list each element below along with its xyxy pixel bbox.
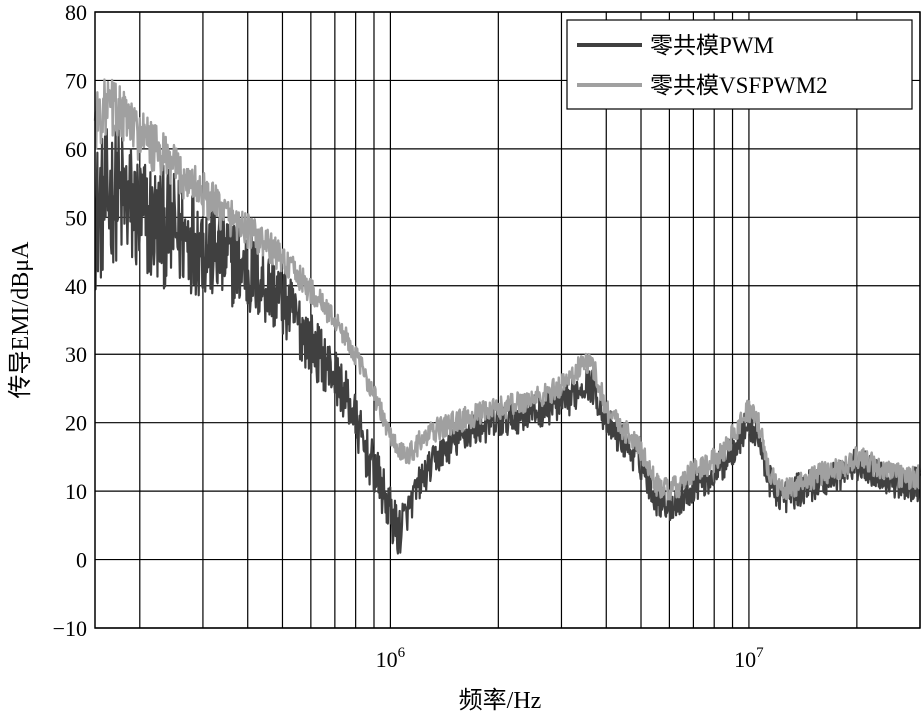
y-tick-label: 70 [65,68,87,93]
y-tick-label: 80 [65,0,87,25]
y-tick-label: 40 [65,274,87,299]
x-tick-label: 106 [376,645,406,672]
y-tick-labels: −10 0 10 20 30 40 50 60 70 80 [53,0,87,641]
legend-label-pwm: 零共模PWM [650,33,774,58]
y-tick-label: 60 [65,137,87,162]
series-lines [93,78,921,555]
y-tick-label: −10 [53,616,87,641]
y-tick-label: 0 [76,548,87,573]
x-tick-label: 107 [734,645,764,672]
y-tick-label: 50 [65,205,87,230]
y-tick-label: 10 [65,479,87,504]
legend: 零共模PWM 零共模VSFPWM2 [566,19,913,110]
plot-frame [94,11,921,629]
y-axis-title: 传导EMI/dBμA [7,241,34,399]
x-axis-title: 频率/Hz [459,687,542,714]
x-tick-labels: 106 107 [376,645,765,672]
series-line-vsfpwm2 [93,78,921,501]
y-tick-label: 30 [65,342,87,367]
legend-box [566,19,913,110]
y-tick-label: 20 [65,411,87,436]
legend-label-vsfpwm2: 零共模VSFPWM2 [650,73,828,98]
